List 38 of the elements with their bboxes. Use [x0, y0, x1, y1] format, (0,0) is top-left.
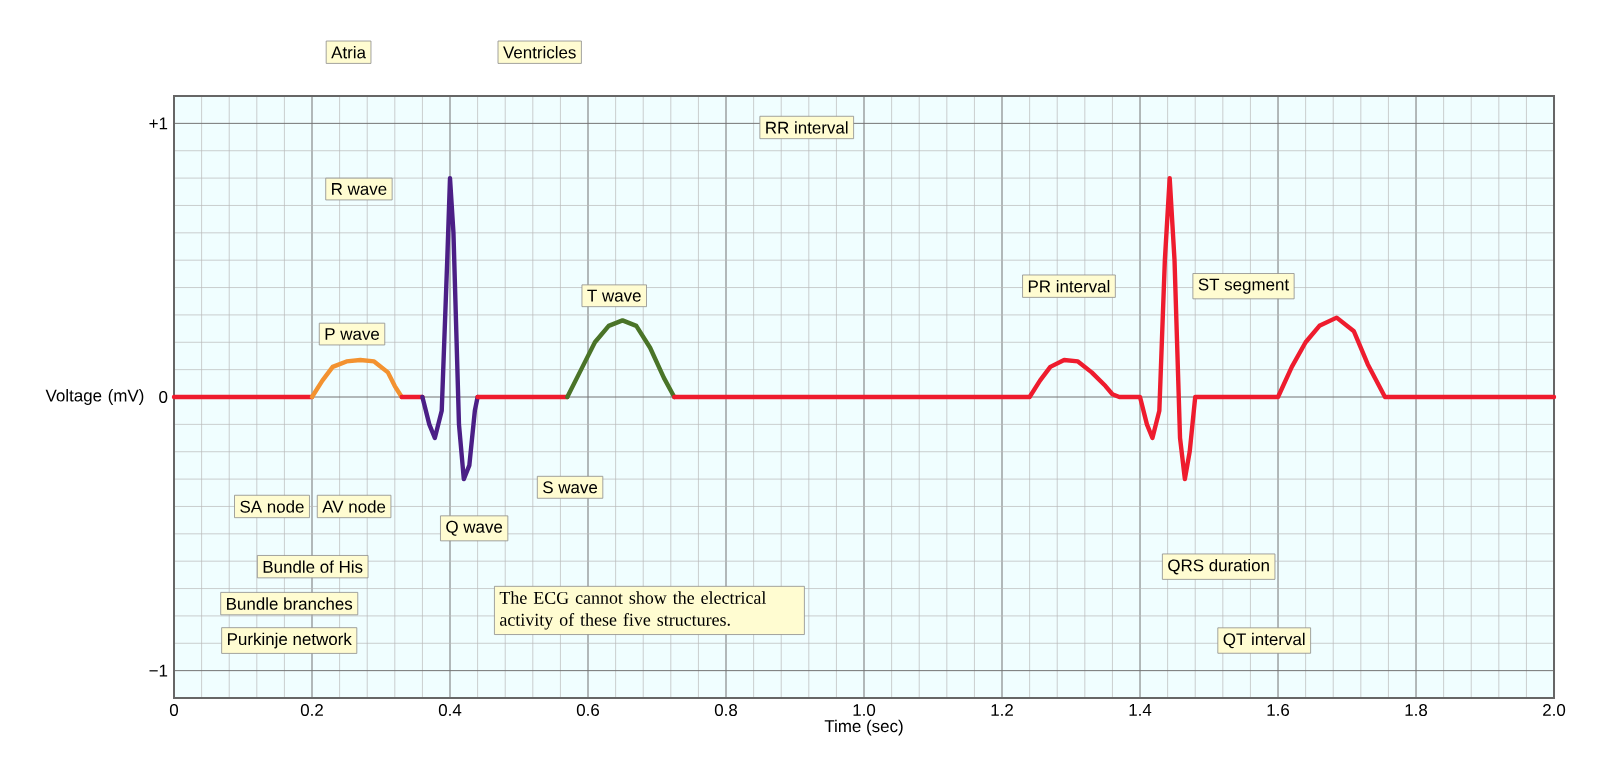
annotation: Q wave [446, 520, 503, 536]
text: Atria [331, 45, 366, 59]
y-tick-label: +1 [149, 117, 168, 130]
line-series [672, 175, 1557, 482]
annotation: ST segment [1198, 278, 1290, 294]
annotation: SA node [240, 500, 304, 513]
text: Ventricles [503, 45, 576, 59]
annotation: P wave [325, 328, 380, 340]
y-tick-label: 0 [159, 391, 168, 403]
line-series [420, 175, 480, 482]
y-tick-label: −1 [149, 664, 168, 677]
annotation: QRS duration [1168, 558, 1269, 575]
annotation: T wave [587, 289, 641, 302]
annotation: S wave [543, 481, 598, 494]
x-tick-label: 0.6 [576, 704, 600, 717]
x-tick-label: 1.0 [853, 704, 876, 717]
y-axis-title: Voltage (mV) [45, 389, 144, 405]
x-tick-label: 1.4 [1129, 704, 1152, 716]
annotation: PR interval [1028, 279, 1110, 293]
x-tick-label: 0.2 [300, 704, 323, 717]
annotation: The ECG cannot show the electrical activity of these five structures. [499, 591, 766, 630]
x-tick-label: 1.6 [1267, 704, 1290, 717]
x-tick-label: 2.0 [1543, 704, 1566, 717]
line-series [309, 357, 404, 400]
x-axis-title: Time (sec) [824, 719, 903, 736]
annotation: RR interval [766, 121, 848, 134]
annotation: AV node [322, 500, 386, 513]
annotation: Bundle of His [263, 560, 363, 573]
x-tick-label: 1.2 [991, 704, 1013, 716]
annotation: R wave [332, 183, 387, 195]
x-tick-label: 0.4 [438, 704, 462, 717]
x-tick-label: 1.8 [1405, 704, 1428, 717]
x-tick-label: 0.8 [714, 704, 738, 717]
x-tick-label: 0 [169, 704, 179, 717]
line-series [565, 318, 677, 400]
annotation: Purkinje network [228, 632, 352, 649]
annotation: QT interval [1223, 632, 1305, 649]
annotation: Bundle branches [227, 597, 353, 610]
